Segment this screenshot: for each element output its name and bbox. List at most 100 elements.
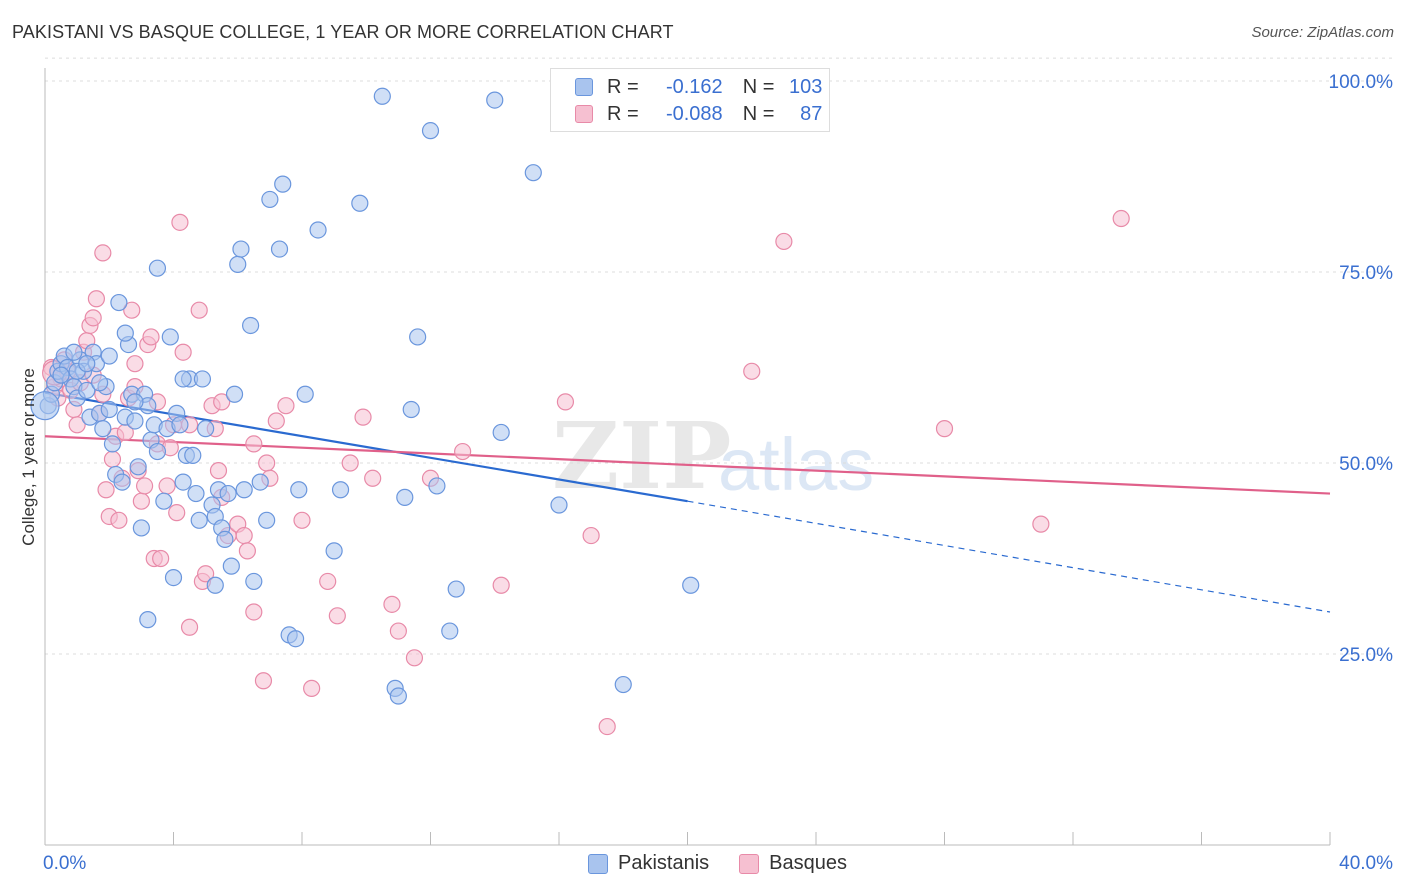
pakistanis-point [402, 400, 420, 419]
pakistanis-swatch [575, 78, 593, 96]
basques-point [389, 622, 407, 640]
pakistanis-point [148, 259, 167, 277]
basques-point [258, 454, 276, 472]
pakistanis-point [245, 572, 263, 591]
pakistanis-point [351, 194, 369, 212]
legend-row-basques: R = -0.088 N = 87 [575, 102, 822, 126]
legend-item-basques[interactable]: Basques [739, 852, 847, 875]
basques-point [383, 595, 401, 613]
r-label: R = [607, 102, 639, 125]
basques-point [68, 416, 86, 434]
watermark: ZIP atlas [552, 402, 874, 510]
basques-point [277, 397, 295, 415]
grid [45, 57, 1392, 655]
pakistanis-point [100, 347, 118, 365]
basques-point [213, 393, 231, 411]
pakistanis-point [78, 355, 96, 373]
pakistanis-point [193, 370, 212, 388]
pakistanis-point [148, 442, 167, 461]
pakistanis-point [30, 391, 60, 421]
basques-point [293, 511, 311, 529]
pakistanis-point [232, 240, 250, 258]
basques-point [168, 504, 186, 522]
legend-row-pakistanis: R = -0.162 N = 103 [575, 75, 822, 99]
pakistanis-point [100, 400, 118, 419]
axes [44, 68, 1331, 846]
pakistanis-point [682, 576, 700, 594]
stats-legend: R = -0.162 N = 103 R = -0.088 N = 87 [550, 68, 830, 132]
basques-r-value: -0.088 [665, 102, 723, 125]
basques-point [598, 717, 616, 736]
basques-point [303, 679, 321, 697]
x-tick-label: 0.0% [43, 853, 86, 874]
pakistanis-point [325, 542, 343, 560]
basques-point [135, 477, 154, 495]
basques-point [328, 607, 346, 625]
pakistanis-point [524, 164, 542, 182]
basques-legend-label: Basques [769, 852, 847, 874]
pakistanis-legend-swatch [588, 853, 608, 874]
pakistanis-point [225, 385, 244, 403]
basques-point [405, 649, 424, 667]
pakistanis-point [206, 576, 224, 594]
pakistanis-point [492, 423, 510, 442]
basques-point [94, 244, 112, 262]
basques-point [1032, 515, 1050, 533]
y-tick-label: 100.0% [1329, 72, 1394, 93]
pakistanis-point [110, 293, 128, 312]
y-axis-label: College, 1 year or more [19, 368, 38, 546]
basques-point [254, 672, 273, 690]
basques-point [341, 454, 359, 472]
series-legend: Pakistanis Basques [588, 852, 877, 875]
n-label: N = [742, 75, 775, 98]
basques-point [123, 301, 141, 319]
basques-point [235, 526, 253, 545]
y-tick-label: 75.0% [1339, 263, 1393, 284]
pakistanis-point [274, 175, 292, 193]
watermark-zip: ZIP [552, 402, 731, 510]
basques-point [197, 565, 215, 583]
basques-point [1112, 209, 1130, 228]
pakistanis-point [184, 446, 202, 464]
pakistanis-point [174, 370, 192, 388]
pakistanis-point [197, 420, 215, 438]
source-label: Source: ZipAtlas.com [1251, 24, 1394, 41]
pakistanis-point [222, 557, 240, 575]
pakistanis-point [396, 488, 414, 506]
pakistanis-point [78, 381, 96, 400]
pakistanis-r-value: -0.162 [665, 75, 723, 98]
pakistanis-point [187, 484, 205, 503]
n-label: N = [742, 102, 775, 125]
pakistanis-point [174, 473, 192, 491]
pakistanis-point [132, 519, 150, 537]
chart-title: PAKISTANI VS BASQUE COLLEGE, 1 YEAR OR M… [12, 22, 674, 42]
basques-point [556, 393, 575, 411]
pakistanis-point [389, 687, 407, 705]
pakistanis-point [94, 420, 112, 438]
pakistanis-point [441, 622, 459, 640]
basques-point [110, 511, 128, 529]
pakistanis-point [229, 255, 247, 273]
basques-point [87, 290, 106, 308]
pakistanis-point [164, 568, 183, 587]
basques-n-value: 87 [800, 102, 823, 125]
basques-point [743, 362, 761, 380]
basques-point [238, 542, 256, 560]
basques-point [158, 477, 176, 495]
tick-labels: 25.0% 50.0% 75.0% 100.0% 0.0% 40.0% [43, 72, 1393, 874]
pakistanis-point [296, 385, 314, 403]
pakistanis-trend-extension [687, 500, 1331, 613]
watermark-atlas: atlas [718, 423, 874, 506]
pakistanis-points [30, 87, 700, 705]
basques-point [142, 328, 160, 346]
basques-point [245, 435, 263, 453]
basques-swatch [575, 105, 593, 123]
pakistanis-point [126, 412, 144, 430]
basques-point [180, 618, 199, 636]
pakistanis-point [139, 611, 157, 629]
legend-item-pakistanis[interactable]: Pakistanis [588, 852, 709, 875]
pakistanis-point [161, 328, 179, 346]
basques-point [354, 408, 372, 426]
pakistanis-point [129, 458, 147, 476]
